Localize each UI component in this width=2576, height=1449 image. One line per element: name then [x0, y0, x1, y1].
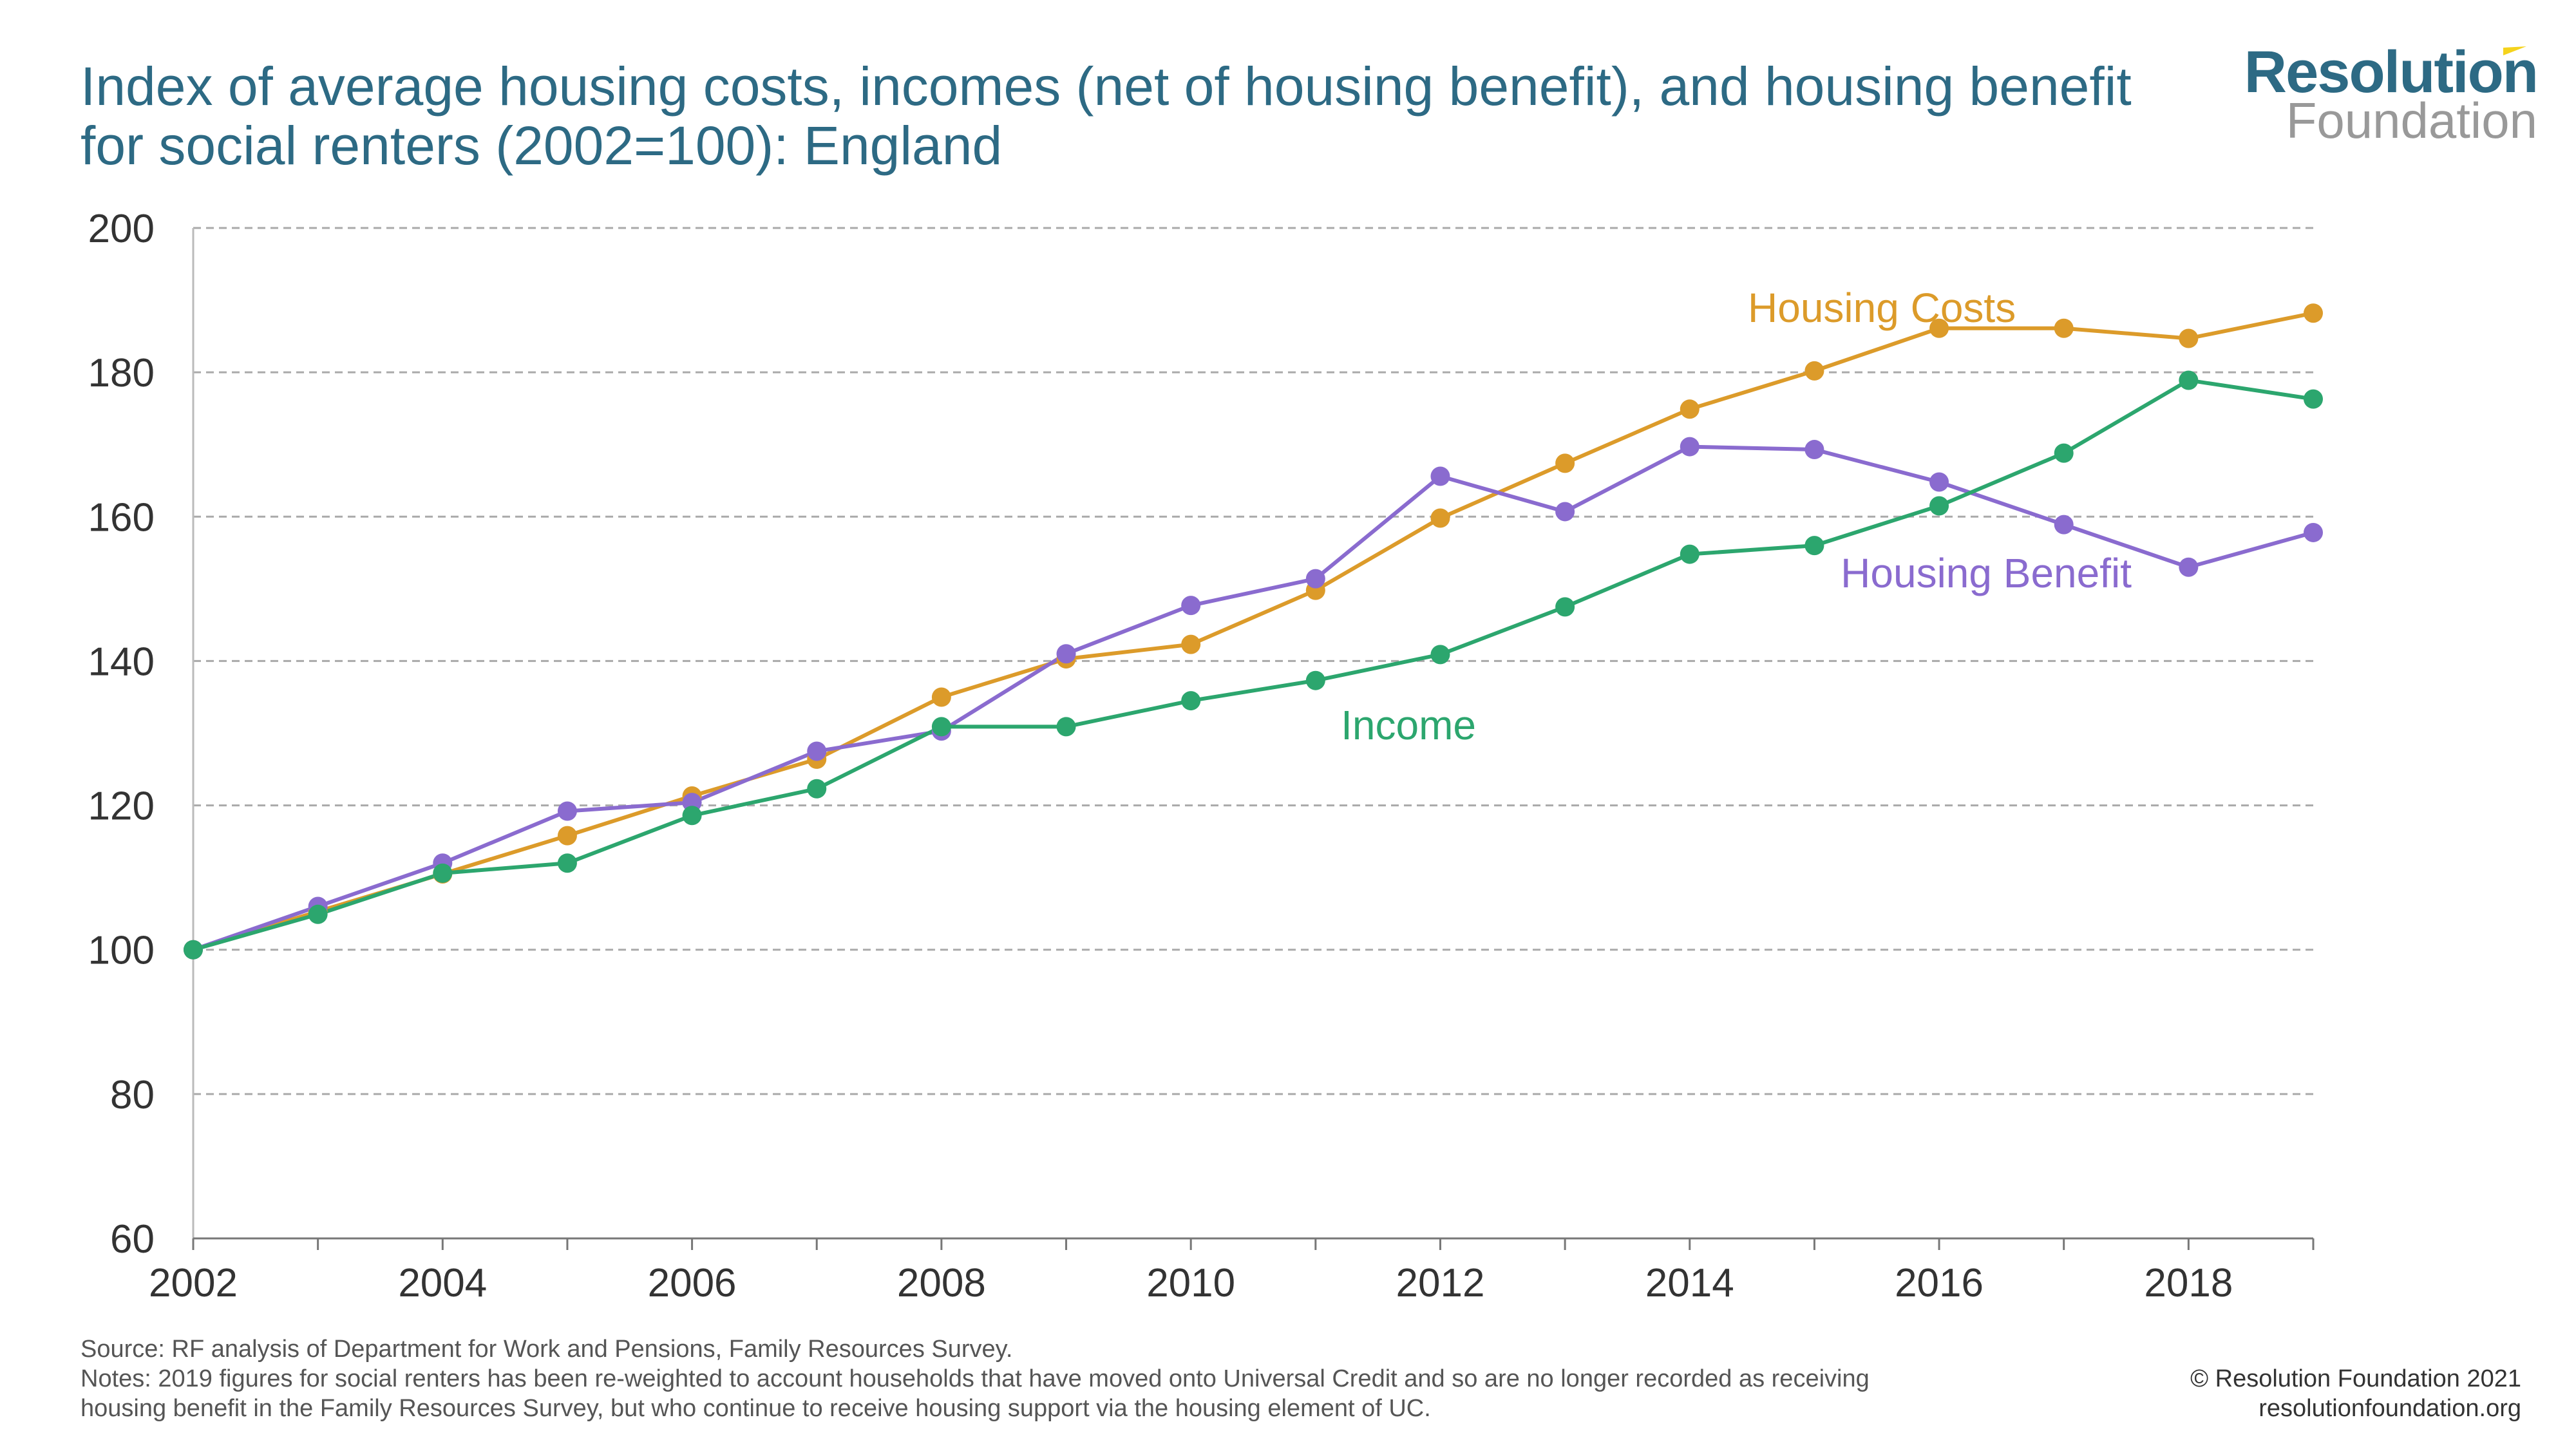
- data-point: [1305, 670, 1325, 690]
- x-tick-label: 2008: [897, 1261, 986, 1305]
- data-point: [1181, 596, 1201, 616]
- y-tick-label: 60: [110, 1217, 155, 1262]
- data-point: [1555, 597, 1575, 617]
- series-label: Income: [1341, 702, 1476, 748]
- data-point: [2304, 389, 2323, 409]
- data-point: [557, 826, 577, 846]
- data-point: [1929, 472, 1949, 492]
- data-point: [1680, 544, 1700, 564]
- y-tick-label: 200: [88, 207, 155, 251]
- data-point: [1430, 645, 1450, 665]
- data-point: [1804, 440, 1824, 460]
- data-point: [2304, 303, 2323, 323]
- data-point: [308, 904, 328, 924]
- series-line-income: [193, 378, 2314, 952]
- data-point: [1804, 536, 1824, 556]
- y-tick-label: 140: [88, 639, 155, 684]
- y-tick-label: 100: [88, 929, 155, 973]
- data-point: [1430, 466, 1450, 486]
- x-tick-label: 2012: [1396, 1261, 1485, 1305]
- series-label: Housing Benefit: [1841, 550, 2132, 596]
- data-point: [931, 687, 951, 707]
- data-point: [1804, 361, 1824, 381]
- data-point: [1305, 569, 1325, 589]
- copyright: © Resolution Foundation 2021: [2190, 1365, 2521, 1392]
- data-point: [184, 940, 203, 960]
- series-label: Housing Costs: [1748, 285, 2016, 331]
- data-point: [1430, 508, 1450, 528]
- data-point: [2054, 515, 2074, 535]
- data-point: [1929, 496, 1949, 516]
- y-tick-label: 160: [88, 495, 155, 540]
- data-point: [1181, 691, 1201, 711]
- data-point: [433, 863, 453, 883]
- data-point: [2179, 328, 2199, 348]
- data-point: [1181, 634, 1201, 654]
- data-point: [2179, 370, 2199, 390]
- x-tick-label: 2018: [2144, 1261, 2233, 1305]
- data-point: [807, 779, 827, 799]
- notes-line-1: Notes: 2019 figures for social renters h…: [80, 1365, 1870, 1392]
- data-point: [1680, 437, 1700, 457]
- notes-line-2: housing benefit in the Family Resources …: [80, 1395, 1431, 1422]
- logo-line1: Resolution: [2244, 39, 2539, 105]
- series-line-housing-benefit: [193, 444, 2314, 952]
- data-point: [1555, 453, 1575, 473]
- data-point: [1680, 399, 1700, 419]
- data-point: [2054, 443, 2074, 463]
- x-tick-label: 2002: [149, 1261, 238, 1305]
- logo-line2: Foundation: [2286, 92, 2537, 149]
- data-point: [1555, 502, 1575, 522]
- data-point: [1929, 318, 1949, 338]
- data-point: [2304, 522, 2323, 542]
- x-tick-label: 2010: [1146, 1261, 1235, 1305]
- data-point: [557, 853, 577, 873]
- data-point: [557, 801, 577, 821]
- x-tick-label: 2004: [398, 1261, 487, 1305]
- data-point: [682, 806, 702, 826]
- x-tick-label: 2006: [648, 1261, 737, 1305]
- data-point: [931, 717, 951, 737]
- chart-title: Index of average housing costs, incomes …: [80, 56, 2132, 176]
- x-tick-label: 2016: [1895, 1261, 1984, 1305]
- resolution-foundation-logo: Resolution Foundation: [2241, 39, 2539, 149]
- logo-flag-icon: [2503, 46, 2526, 55]
- source-note: Source: RF analysis of Department for Wo…: [80, 1336, 1013, 1363]
- data-point: [2179, 557, 2199, 577]
- x-tick-label: 2014: [1645, 1261, 1734, 1305]
- series-line-housing-costs: [193, 311, 2314, 952]
- y-tick-label: 180: [88, 351, 155, 395]
- data-point: [807, 741, 827, 761]
- website-link[interactable]: resolutionfoundation.org: [2259, 1395, 2521, 1422]
- data-point: [2054, 318, 2074, 338]
- y-tick-label: 80: [110, 1073, 155, 1117]
- data-point: [1056, 644, 1076, 664]
- y-tick-label: 120: [88, 784, 155, 829]
- data-point: [1056, 717, 1076, 737]
